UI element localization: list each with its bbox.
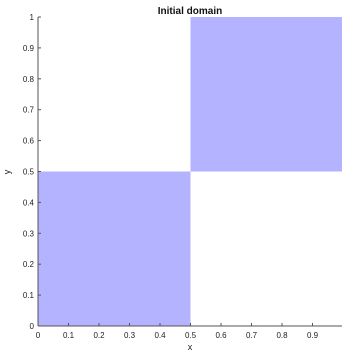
x-tick-label: 0.4 xyxy=(154,331,166,340)
x-tick-label: 0.3 xyxy=(124,331,136,340)
y-tick-label: 0.2 xyxy=(23,260,35,269)
y-tick-label: 0.7 xyxy=(23,106,35,115)
x-tick-label: 0.6 xyxy=(215,331,227,340)
x-tick-label: 0.8 xyxy=(276,331,288,340)
x-ticks: 0 0.1 0.2 0.3 0.4 0.5 0.6 0.7 0.8 0.9 xyxy=(36,323,319,340)
x-tick-label: 0.7 xyxy=(246,331,258,340)
x-tick-label: 0.1 xyxy=(63,331,75,340)
y-tick-label: 0.1 xyxy=(23,291,35,300)
y-tick-label: 0.9 xyxy=(23,44,35,53)
y-tick-label: 0 xyxy=(30,322,35,331)
x-axis-label: x xyxy=(188,342,193,352)
regions-layer xyxy=(38,17,342,326)
y-tick-label: 0.3 xyxy=(23,229,35,238)
y-tick-label: 0.4 xyxy=(23,198,35,207)
x-tick-label: 0.5 xyxy=(185,331,197,340)
x-tick-label: 0.9 xyxy=(307,331,319,340)
y-tick-label: 0.5 xyxy=(23,168,35,177)
domain-region-1 xyxy=(38,171,191,326)
chart-title: Initial domain xyxy=(158,6,222,17)
y-tick-label: 0.6 xyxy=(23,137,35,146)
domain-region-2 xyxy=(190,17,342,172)
y-tick-label: 1 xyxy=(30,13,35,22)
y-ticks: 0 0.1 0.2 0.3 0.4 0.5 0.6 0.7 0.8 0.9 1 xyxy=(23,13,41,331)
y-axis-label: y xyxy=(2,169,12,174)
x-tick-label: 0.2 xyxy=(93,331,105,340)
y-tick-label: 0.8 xyxy=(23,75,35,84)
x-tick-label: 0 xyxy=(36,331,41,340)
